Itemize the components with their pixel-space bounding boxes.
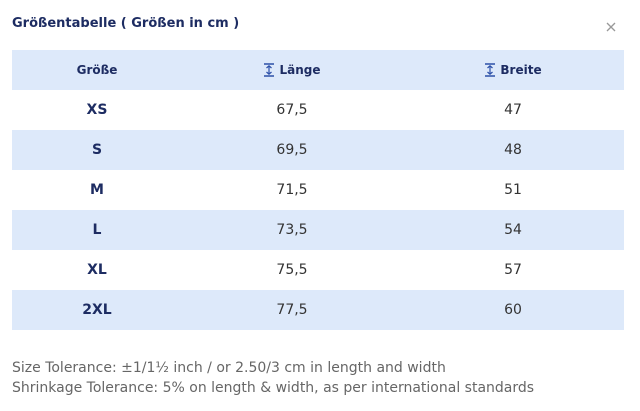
size-table: Größe Länge Breite XS 67,5 47 S 69,5 48 M 71,5 51 L 7… [12, 50, 624, 330]
table-cell: 47 [504, 102, 522, 118]
table-row: M 71,5 51 [12, 170, 624, 210]
table-row: XS 67,5 47 [12, 90, 624, 130]
header-row: Größe Länge Breite [12, 50, 624, 90]
footer-note: Size Tolerance: ±1/1½ inch / or 2.50/3 c… [12, 360, 446, 376]
table-cell: 71,5 [276, 182, 308, 198]
table-cell: 60 [504, 302, 522, 318]
dialog-title: Größentabelle ( Größen in cm ) [12, 16, 240, 31]
size-label: S [91, 142, 103, 158]
table-cell: 57 [504, 262, 522, 278]
measure-icon [264, 63, 275, 77]
size-label: L [92, 222, 102, 238]
size-label: M [90, 182, 104, 198]
size-label: 2XL [82, 302, 112, 318]
column-header: Länge [182, 63, 402, 77]
column-header: Breite [402, 63, 624, 77]
measure-icon [485, 63, 496, 77]
table-cell: 51 [504, 182, 522, 198]
table-row: 2XL 77,5 60 [12, 290, 624, 330]
table-cell: 48 [504, 142, 522, 158]
column-header-text: Länge [279, 63, 321, 77]
table-row: XL 75,5 57 [12, 250, 624, 290]
footer-notes: Size Tolerance: ±1/1½ inch / or 2.50/3 c… [12, 358, 534, 398]
table-cell: 69,5 [276, 142, 308, 158]
table-cell: 75,5 [276, 262, 308, 278]
table-row: L 73,5 54 [12, 210, 624, 250]
column-header-text: Größe [76, 63, 118, 77]
table-cell: 54 [504, 222, 522, 238]
footer-note: Shrinkage Tolerance: 5% on length & widt… [12, 380, 535, 396]
size-label: XL [87, 262, 107, 278]
table-row: S 69,5 48 [12, 130, 624, 170]
table-cell: 77,5 [276, 302, 308, 318]
table-cell: 67,5 [276, 102, 308, 118]
column-header-text: Breite [500, 63, 542, 77]
column-header: Größe [12, 63, 182, 77]
size-label: XS [86, 102, 108, 118]
table-cell: 73,5 [276, 222, 308, 238]
close-button[interactable] [604, 20, 618, 34]
